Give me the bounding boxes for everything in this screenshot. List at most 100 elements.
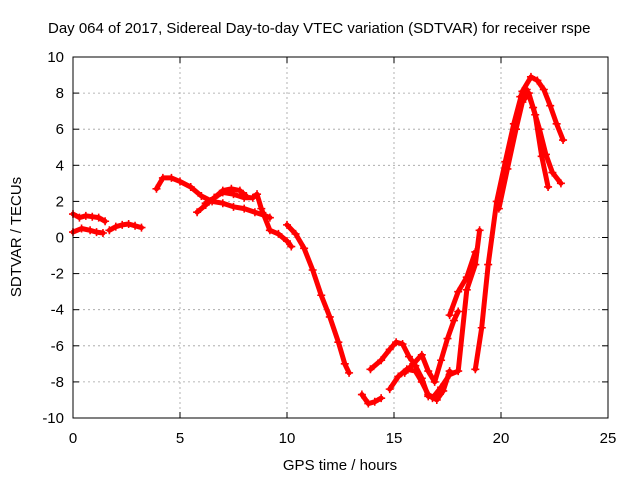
x-axis-label: GPS time / hours [283,457,397,474]
data-point-marker [445,311,454,320]
grid-lines [73,57,608,418]
data-point-marker [92,228,101,237]
data-point-marker [475,226,484,235]
x-tick-label: 0 [69,430,77,447]
series-arc-11 [400,307,463,386]
data-point-marker [370,397,379,406]
data-point-marker [366,365,375,374]
data-point-marker [511,125,520,134]
series-arc-8 [357,390,386,408]
series-arc-9 [366,338,433,401]
data-point-marker [377,394,386,403]
data-point-marker [235,186,244,195]
y-tick-label: 2 [56,193,64,210]
data-point-marker [364,399,373,408]
y-tick-label: 6 [56,121,64,138]
data-point-marker [548,168,557,177]
x-tick-label: 20 [493,430,510,447]
data-point-marker [283,220,291,229]
data-point-marker [253,190,262,199]
data-point-marker [257,204,266,213]
data-point-marker [334,338,343,347]
series-arc-2 [69,224,107,237]
data-point-marker [544,182,553,191]
series-arc-7 [283,220,354,377]
data-point-marker [265,226,274,235]
data-point-marker [197,191,206,200]
data-point-marker [94,213,103,222]
data-point-marker [516,92,525,101]
data-point-marker [300,244,309,253]
x-tick-label: 10 [279,430,296,447]
data-point-marker [176,177,184,186]
data-point-marker [454,307,463,316]
data-point-marker [229,190,238,199]
y-tick-label: -6 [51,338,64,355]
data-point-marker [345,368,354,377]
data-point-marker [484,260,493,269]
data-point-marker [105,226,114,235]
data-point-marker [218,199,227,208]
data-point-marker [111,222,120,231]
data-point-marker [101,217,110,226]
series-arc-13 [445,247,480,320]
data-point-marker [477,323,486,332]
data-series-layer [69,72,568,408]
x-tick-label: 25 [600,430,617,447]
data-point-marker [503,164,512,173]
data-point-marker [546,101,555,110]
data-point-marker [308,265,317,274]
data-point-marker [385,345,394,354]
data-point-marker [325,312,334,321]
data-point-marker [541,150,550,159]
series-arc-15 [494,89,553,213]
data-point-marker [462,285,471,294]
y-tick-label: 0 [56,230,64,247]
data-point-marker [193,208,202,217]
data-point-marker [409,359,418,368]
data-point-marker [518,98,527,107]
data-point-marker [454,287,463,296]
data-point-marker [535,125,544,134]
series-line [359,392,384,407]
data-point-marker [248,193,257,202]
data-point-marker [75,213,84,222]
data-point-marker [124,219,133,228]
data-point-marker [430,377,439,386]
data-point-marker [86,226,95,235]
data-point-marker [210,193,219,202]
data-point-marker [522,85,531,94]
x-tick-label: 15 [386,430,403,447]
data-point-marker [88,212,97,221]
series-arc-3 [105,219,146,235]
series-line [203,189,294,249]
chart-title: Day 064 of 2017, Sidereal Day-to-day VTE… [48,20,590,37]
data-point-marker [385,385,394,394]
data-point-marker [559,136,568,145]
series-line [496,90,551,212]
series-arc-16 [516,85,565,188]
data-point-marker [394,372,403,381]
data-point-marker [404,352,413,361]
series-line [284,222,352,376]
data-point-marker [424,390,433,399]
series-line [517,87,564,186]
data-point-marker [291,229,300,238]
data-point-marker [131,221,140,230]
data-point-marker [287,242,296,251]
data-point-marker [137,223,146,232]
data-point-marker [533,76,542,85]
data-point-marker [417,350,426,359]
data-point-marker [400,368,409,377]
data-point-marker [201,199,210,208]
y-tick-label: -8 [51,374,64,391]
series-arc-6 [201,188,296,251]
series-line [447,249,478,318]
data-point-marker [437,356,446,365]
data-point-marker [81,211,90,220]
data-point-marker [529,103,538,112]
data-point-marker [377,356,386,365]
data-point-marker [340,359,349,368]
data-point-marker [424,367,433,376]
